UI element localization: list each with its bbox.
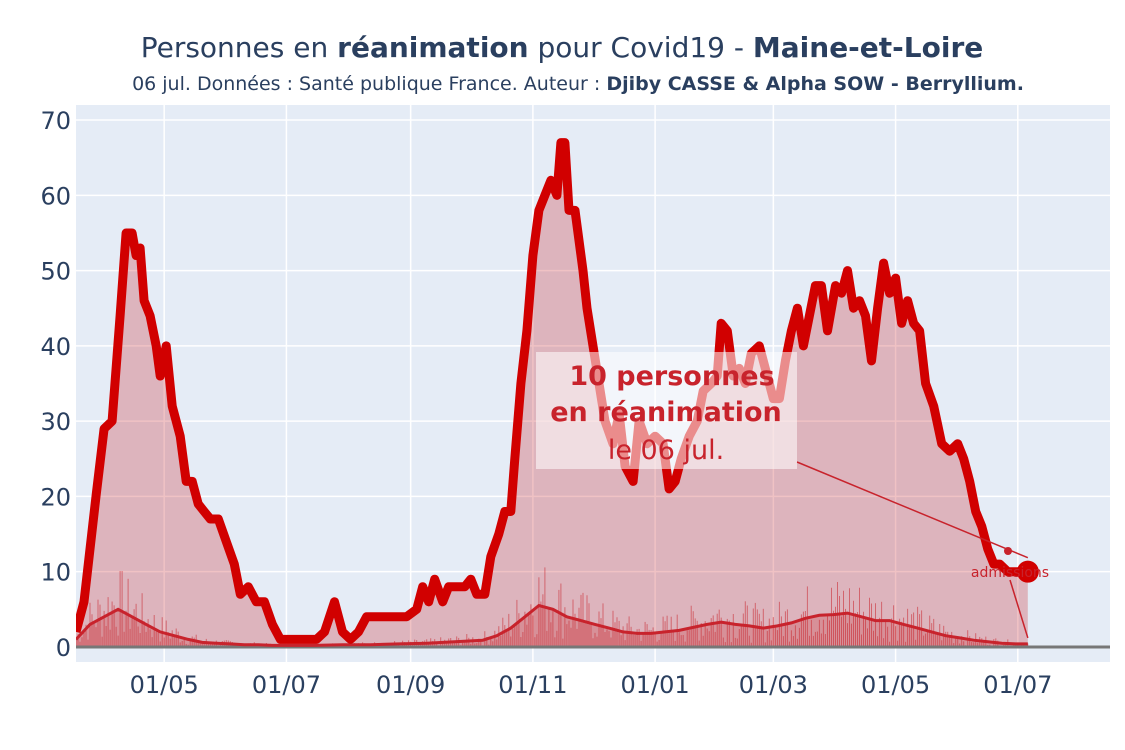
annotation-dot-admissions xyxy=(1004,547,1012,555)
y-axis: 0 10 20 30 40 50 60 70 xyxy=(40,107,71,662)
chart-title: Personnes en réanimation pour Covid19 - … xyxy=(141,31,984,64)
last-point-marker xyxy=(1016,560,1039,583)
x-tick-label: 01/03 xyxy=(739,671,808,699)
x-tick-label: 01/05 xyxy=(130,671,199,699)
admissions-area xyxy=(76,605,1028,647)
annotation-arrow-admissions xyxy=(1009,579,1029,639)
y-tick-label: 0 xyxy=(56,634,71,662)
x-tick-label: 01/09 xyxy=(376,671,445,699)
grid-lines xyxy=(76,105,1110,662)
reanimation-line xyxy=(76,138,1028,644)
annotation-line-1: 10 personnes xyxy=(569,361,774,392)
x-tick-label: 01/01 xyxy=(621,671,690,699)
title-part-3: pour Covid19 - xyxy=(529,31,753,64)
x-tick-label: 01/05 xyxy=(861,671,930,699)
annotation-box xyxy=(536,352,797,469)
y-tick-label: 50 xyxy=(40,258,71,286)
subtitle-part-1: 06 jul. Données : Santé publique France.… xyxy=(132,73,606,95)
subtitle-part-2: Djiby CASSE & Alpha SOW - Berryllium. xyxy=(606,73,1024,95)
y-tick-label: 70 xyxy=(40,107,71,135)
y-tick-label: 20 xyxy=(40,483,71,511)
y-tick-label: 40 xyxy=(40,333,71,361)
annotation-arrow-main xyxy=(796,461,1029,559)
title-part-1: Personnes en xyxy=(141,31,337,64)
y-tick-label: 10 xyxy=(40,559,71,587)
x-tick-label: 01/11 xyxy=(498,671,567,699)
y-tick-label: 30 xyxy=(40,408,71,436)
chart-subtitle: 06 jul. Données : Santé publique France.… xyxy=(132,73,1024,95)
annotation-admissions: admissions xyxy=(971,565,1049,581)
x-axis: 01/05 01/07 01/09 01/11 01/01 01/03 01/05 01/07 xyxy=(130,671,1053,699)
title-part-4: Maine-et-Loire xyxy=(753,31,983,64)
title-part-2: réanimation xyxy=(337,31,528,64)
annotation-line-3: le 06 jul. xyxy=(608,435,724,466)
y-tick-label: 60 xyxy=(40,182,71,210)
x-tick-label: 01/07 xyxy=(983,671,1052,699)
admissions-line xyxy=(76,603,1028,647)
annotation-line-2: en réanimation xyxy=(550,397,782,428)
x-tick-label: 01/07 xyxy=(252,671,321,699)
